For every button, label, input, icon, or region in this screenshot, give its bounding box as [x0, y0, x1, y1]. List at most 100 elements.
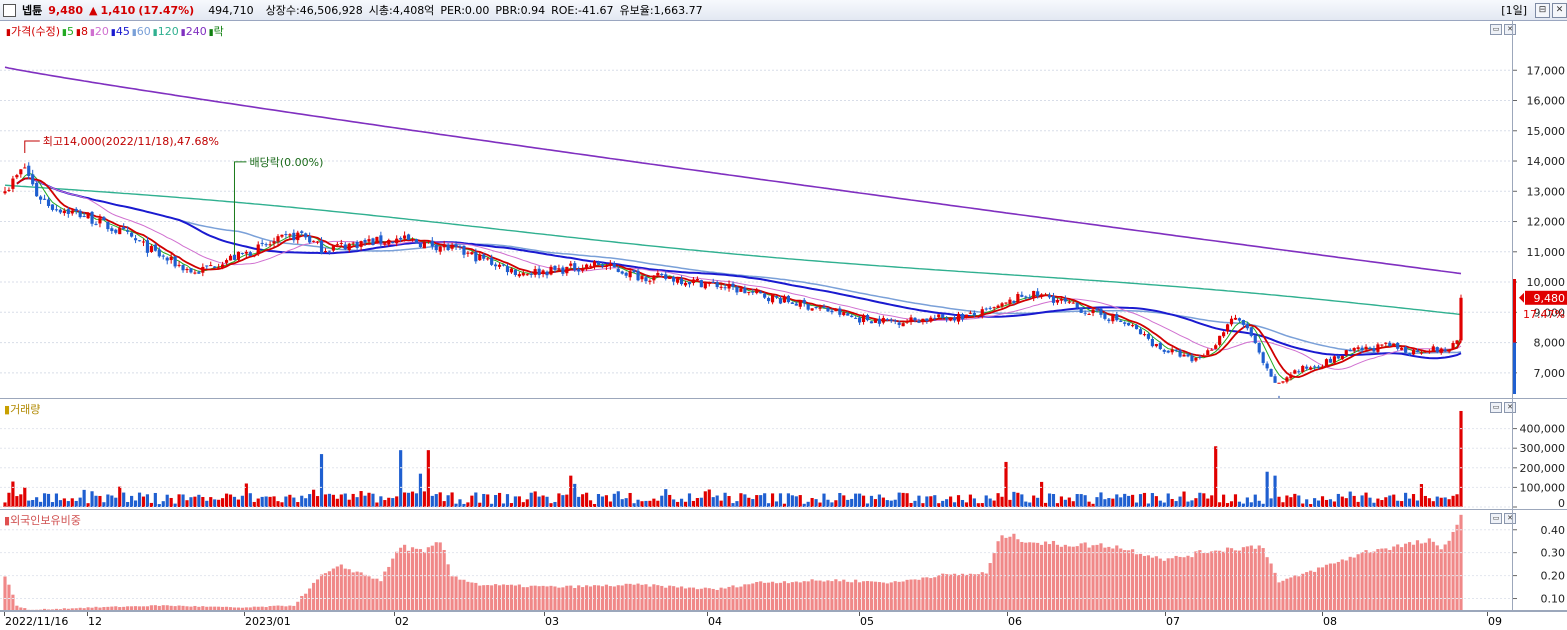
candle-body — [1301, 365, 1305, 372]
volume-bar — [1360, 495, 1364, 507]
candle-body — [703, 283, 707, 289]
foreign-bar — [1158, 558, 1162, 610]
candle-body — [798, 300, 802, 307]
foreign-bar — [153, 605, 157, 610]
pane-close-icon[interactable]: ✕ — [1504, 402, 1516, 413]
volume-bar — [1455, 494, 1459, 507]
volume-bar — [1000, 496, 1004, 507]
foreign-bar — [1178, 556, 1182, 610]
volume-bar — [1241, 503, 1245, 507]
volume-bar — [786, 493, 790, 507]
volume-y-axis: 400,000 300,000 200,000 100,000 0 — [1512, 399, 1567, 510]
foreign-ownership-chart[interactable] — [0, 510, 1512, 610]
volume-bar — [1079, 494, 1083, 507]
candle-body — [735, 286, 739, 293]
volume-bar — [873, 499, 878, 507]
x-tick-label: 12 — [88, 615, 102, 628]
foreign-bar — [74, 608, 78, 610]
foreign-bar — [122, 606, 126, 610]
foreign-bar — [256, 606, 260, 610]
foreign-bar — [695, 589, 699, 610]
volume-bar — [588, 500, 593, 507]
volume-bar — [913, 500, 917, 507]
range-bar-up — [1513, 279, 1516, 343]
candle-body — [1127, 322, 1131, 326]
pane-maximize-icon[interactable]: ▭ — [1490, 24, 1502, 35]
foreign-bar — [1281, 580, 1285, 610]
foreign-bar — [296, 601, 300, 610]
volume-bar — [31, 500, 35, 507]
foreign-bar — [145, 606, 150, 610]
select-checkbox[interactable] — [3, 3, 16, 17]
volume-bar — [181, 494, 185, 507]
volume-pane[interactable]: ▮거래량 ▭ ✕ 400,000 300,000 200,000 100,000 0 — [0, 399, 1567, 510]
stock-name[interactable]: 넵튠 — [22, 4, 43, 17]
candle-body — [517, 274, 521, 277]
candle-body — [1392, 343, 1396, 347]
volume-bar — [727, 496, 731, 507]
candle-body — [458, 246, 462, 248]
volume-bar — [149, 502, 153, 507]
candle-body — [387, 239, 391, 245]
candle-body — [715, 282, 719, 288]
candle-body — [949, 318, 953, 321]
foreign-bar — [1320, 567, 1325, 610]
volume-bar — [1344, 498, 1348, 507]
volume-bar — [1071, 501, 1075, 507]
volume-chart[interactable] — [0, 399, 1512, 509]
foreign-legend: ▮외국인보유비중 — [4, 512, 81, 528]
candle-body — [1032, 290, 1036, 299]
volume-bar — [236, 499, 241, 507]
candle-body — [774, 296, 779, 298]
volume-bar — [581, 494, 585, 507]
candle-body — [941, 314, 945, 318]
candle-body — [173, 256, 177, 267]
listed-shares: 상장수:46,506,928 — [265, 4, 363, 17]
pane-close-icon[interactable]: ✕ — [1504, 513, 1516, 524]
volume-bar — [1443, 497, 1447, 507]
candle-body — [114, 229, 118, 233]
restore-icon[interactable]: ⊟ — [1535, 2, 1550, 18]
volume-bar — [703, 491, 707, 507]
price-chart[interactable]: 최고14,000(2022/11/18),47.68%배당락(0.00%)최저6… — [0, 21, 1512, 398]
volume-bar — [133, 500, 138, 507]
candle-body — [1372, 348, 1376, 352]
volume-bar — [846, 499, 850, 507]
candle-body — [1063, 298, 1067, 302]
foreign-bar — [1091, 545, 1095, 610]
volume-bar — [830, 502, 834, 507]
candle-body — [240, 252, 244, 254]
volume-bar — [608, 501, 612, 507]
volume-bar — [897, 492, 901, 507]
volume-bar — [604, 495, 608, 507]
pane-close-icon[interactable]: ✕ — [1504, 24, 1516, 35]
foreign-ownership-pane[interactable]: ▮외국인보유비중 ▭ ✕ 0.40 0.30 0.20 0.10 — [0, 510, 1567, 611]
period-selector[interactable]: [1일] — [1501, 4, 1527, 17]
volume-bar — [1340, 496, 1344, 507]
candle-body — [1186, 354, 1190, 357]
foreign-bar — [1380, 548, 1384, 610]
close-icon[interactable]: ✕ — [1552, 2, 1567, 18]
x-tick-mark — [1007, 612, 1008, 616]
candle-body — [133, 238, 138, 241]
price-pane[interactable]: 최고14,000(2022/11/18),47.68%배당락(0.00%)최저6… — [0, 21, 1567, 399]
candle-body — [545, 271, 549, 276]
candle-body — [1024, 296, 1028, 298]
candle-body — [521, 273, 525, 276]
header-controls: [1일] ⊟ ✕ — [1501, 2, 1567, 18]
candle-body — [553, 265, 557, 270]
candle-body — [687, 281, 692, 285]
candle-body — [1293, 370, 1297, 374]
foreign-bar — [23, 608, 27, 610]
foreign-bar — [181, 605, 185, 610]
candle-body — [1123, 322, 1127, 324]
volume-bar — [1178, 496, 1182, 507]
foreign-bar — [173, 606, 177, 610]
volume-bar — [213, 499, 217, 507]
volume-bar — [565, 494, 569, 507]
pane-maximize-icon[interactable]: ▭ — [1490, 402, 1502, 413]
candle-body — [494, 264, 498, 267]
candle-body — [201, 266, 205, 273]
volume-bar — [893, 499, 897, 507]
pane-maximize-icon[interactable]: ▭ — [1490, 513, 1502, 524]
